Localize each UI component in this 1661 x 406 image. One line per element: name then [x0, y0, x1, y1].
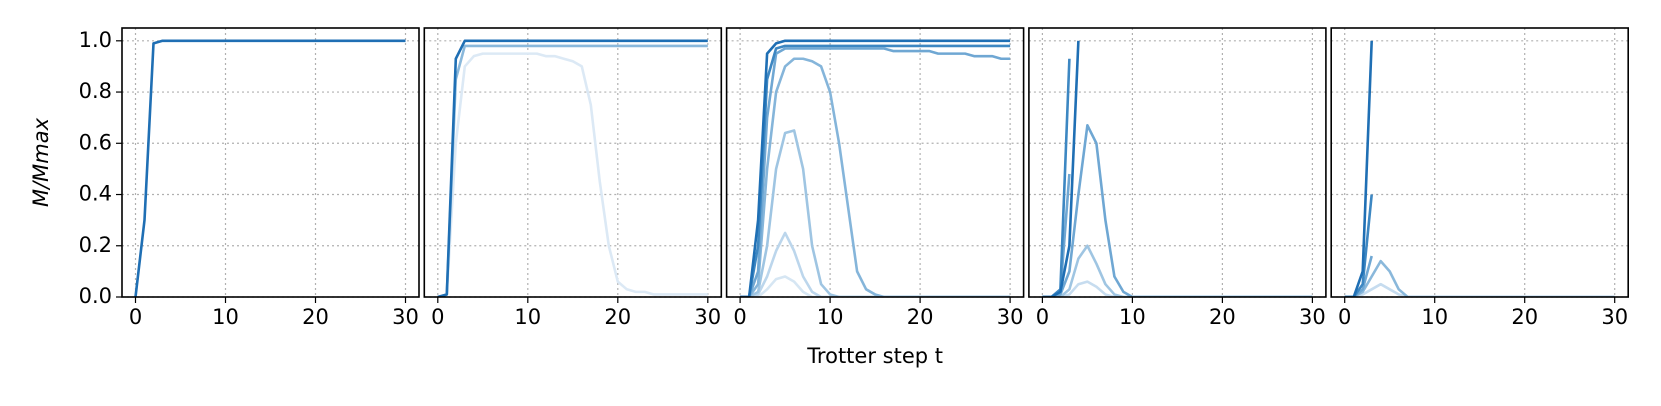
plot-frame: [121, 27, 420, 298]
plot-frame: [423, 27, 723, 298]
data-line: [740, 231, 1011, 297]
x-tick-label: 20: [1209, 305, 1236, 329]
x-tick-label: 30: [694, 305, 721, 329]
data-line: [1042, 124, 1313, 297]
data-line: [437, 39, 708, 297]
data-line: [740, 57, 1011, 297]
y-tick-label: 0.0: [79, 284, 112, 308]
data-line: [740, 39, 1011, 297]
x-tick-label: 30: [997, 305, 1024, 329]
plot-frame: [1028, 27, 1327, 298]
data-line: [1042, 40, 1080, 297]
plot-frame: [725, 27, 1025, 298]
plot-frame: [1330, 27, 1629, 298]
x-tick-label: 0: [1338, 305, 1351, 329]
data-line: [437, 52, 708, 297]
data-line: [1344, 40, 1373, 297]
data-line: [437, 44, 708, 297]
x-tick-label: 10: [817, 305, 844, 329]
x-tick-label: 20: [1511, 305, 1538, 329]
data-line: [1344, 282, 1615, 297]
x-tick-label: 10: [1119, 305, 1146, 329]
data-line: [1344, 259, 1615, 297]
x-tick-label: 20: [302, 305, 329, 329]
x-axis-label: Trotter step t: [806, 344, 943, 368]
y-tick-label: 0.6: [79, 130, 112, 154]
data-line: [1042, 280, 1313, 297]
data-line: [1344, 255, 1373, 297]
x-tick-label: 10: [1421, 305, 1448, 329]
data-line: [1344, 194, 1373, 297]
x-tick-label: 20: [604, 305, 631, 329]
x-tick-label: 10: [212, 305, 239, 329]
x-tick-label: 30: [1601, 305, 1628, 329]
x-tick-label: 0: [129, 305, 142, 329]
data-line: [740, 44, 1011, 297]
data-line: [740, 47, 1011, 297]
y-tick-label: 0.8: [79, 79, 112, 103]
x-tick-label: 0: [431, 305, 444, 329]
x-tick-label: 0: [733, 305, 746, 329]
y-tick-label: 0.4: [79, 182, 112, 206]
x-tick-label: 30: [1299, 305, 1326, 329]
y-tick-label: 1.0: [79, 28, 112, 52]
x-tick-label: 0: [1036, 305, 1049, 329]
data-line: [1042, 244, 1313, 297]
x-tick-label: 30: [392, 305, 419, 329]
data-line: [740, 129, 1011, 297]
y-axis-label: M/Mmax: [29, 117, 53, 207]
y-tick-label: 0.2: [79, 233, 112, 257]
x-tick-label: 20: [907, 305, 934, 329]
data-line: [740, 275, 1011, 297]
data-line: [134, 39, 406, 297]
x-tick-label: 10: [514, 305, 541, 329]
